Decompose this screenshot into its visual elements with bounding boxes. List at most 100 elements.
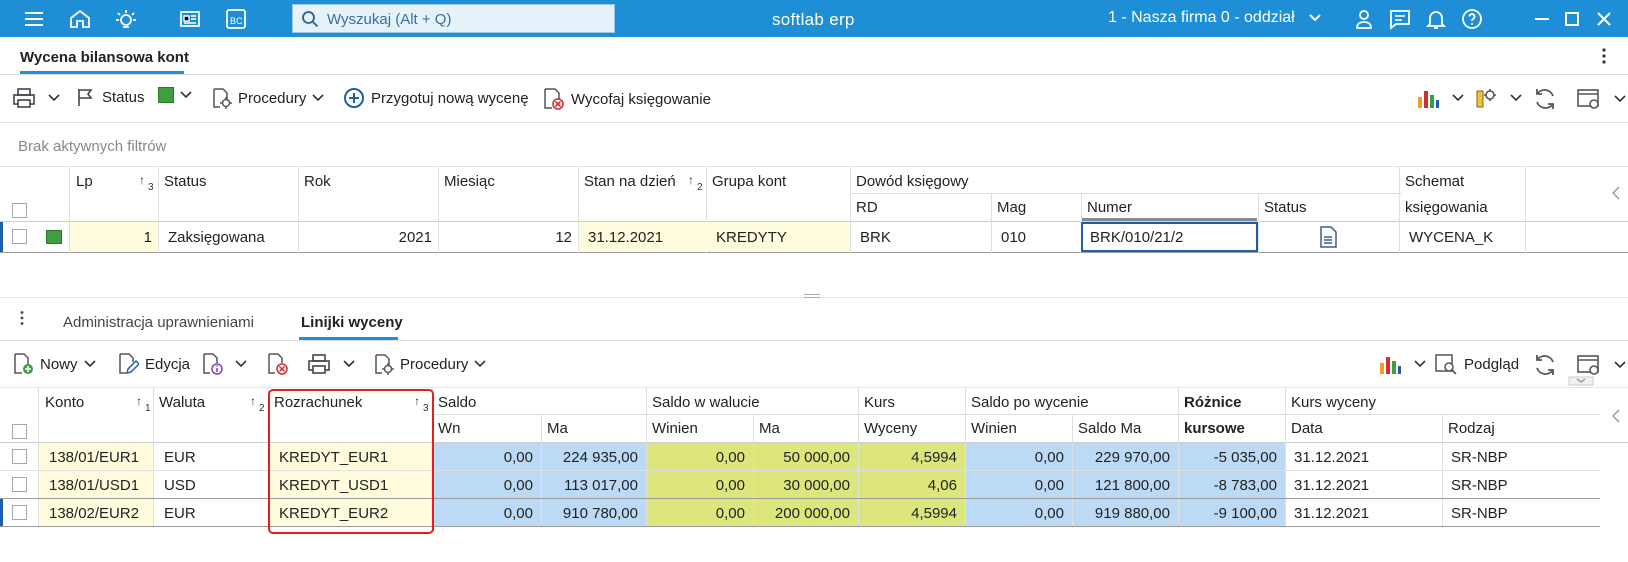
row-miesiac[interactable]: 12: [555, 229, 572, 246]
col-waluta[interactable]: Waluta: [159, 394, 206, 411]
cell-data[interactable]: 31.12.2021: [1286, 471, 1442, 498]
col-data[interactable]: Data: [1291, 420, 1323, 437]
more-options-icon[interactable]: [1600, 47, 1608, 65]
table-row[interactable]: 138/02/EUR2 EUR KREDYT_EUR2 0,00 910 780,00 0…: [0, 498, 1628, 527]
cell-kurs[interactable]: 4,5994: [859, 443, 965, 470]
refresh-button[interactable]: [1532, 87, 1564, 111]
maximize-icon[interactable]: [1560, 7, 1584, 31]
cell-saldo-wn[interactable]: 0,00: [433, 499, 541, 526]
cell-roznice[interactable]: -5 035,00: [1179, 443, 1285, 470]
col-saldo-ma-po[interactable]: Saldo Ma: [1078, 420, 1142, 437]
col-waluta-ma[interactable]: Ma: [759, 420, 780, 437]
col-saldo-w-walucie[interactable]: Saldo w walucie: [652, 394, 760, 411]
table-row[interactable]: 138/01/USD1 USD KREDYT_USD1 0,00 113 017,00 0…: [0, 471, 1628, 499]
row-checkbox[interactable]: [12, 477, 27, 492]
col-saldo-ma[interactable]: Ma: [547, 420, 568, 437]
col-saldo-wn[interactable]: Wn: [438, 420, 461, 437]
menu-icon[interactable]: [22, 7, 46, 31]
cell-rozrachunek[interactable]: KREDYT_EUR2: [269, 499, 432, 526]
cell-saldo-ma-po[interactable]: 229 970,00: [1073, 443, 1178, 470]
row-stan-na-dzien[interactable]: 31.12.2021: [588, 229, 664, 246]
col-mag[interactable]: Mag: [997, 199, 1027, 216]
delete-button[interactable]: [266, 353, 294, 375]
status-color-dropdown[interactable]: [158, 87, 198, 103]
col-rok[interactable]: Rok: [304, 173, 331, 190]
prepare-valuation-button[interactable]: Przygotuj nową wycenę: [343, 87, 529, 109]
splitter-handle[interactable]: [804, 294, 820, 298]
withdraw-posting-button[interactable]: Wycofaj księgowanie: [541, 87, 711, 111]
bell-icon[interactable]: [1424, 7, 1448, 31]
view-settings-button[interactable]: [1576, 87, 1628, 111]
cell-saldo-ma-po[interactable]: 121 800,00: [1073, 471, 1178, 498]
cell-data[interactable]: 31.12.2021: [1286, 443, 1442, 470]
row-mag[interactable]: 010: [1001, 229, 1027, 246]
col-status[interactable]: Status: [164, 173, 207, 190]
print-button[interactable]: [307, 353, 361, 375]
cell-waluta[interactable]: EUR: [154, 443, 268, 470]
cell-kurs[interactable]: 4,5994: [859, 499, 965, 526]
cell-po-winien[interactable]: 0,00: [966, 471, 1072, 498]
col-kurs-wyceny-group[interactable]: Kurs wyceny: [1291, 394, 1377, 411]
col-rozrachunek[interactable]: Rozrachunek: [274, 394, 363, 411]
chart-button[interactable]: [1416, 87, 1470, 109]
chat-icon[interactable]: [1388, 7, 1412, 31]
row-checkbox[interactable]: [12, 505, 27, 520]
cell-po-winien[interactable]: 0,00: [966, 443, 1072, 470]
cell-po-winien[interactable]: 0,00: [966, 499, 1072, 526]
row-checkbox[interactable]: [12, 449, 27, 464]
refresh-button[interactable]: [1532, 353, 1564, 377]
row-rd[interactable]: BRK: [860, 229, 891, 246]
collapse-left-icon[interactable]: [1611, 185, 1621, 201]
col-saldo[interactable]: Saldo: [438, 394, 477, 411]
status-button[interactable]: Status: [76, 87, 145, 107]
cell-konto[interactable]: 138/02/EUR2: [39, 499, 153, 526]
procedures-button[interactable]: Procedury: [210, 87, 330, 109]
search-input[interactable]: Wyszukaj (Alt + Q): [292, 4, 615, 33]
expand-toolbar-icon[interactable]: [1568, 376, 1594, 386]
cell-rozrachunek[interactable]: KREDYT_EUR1: [269, 443, 432, 470]
cell-saldo-wn[interactable]: 0,00: [433, 443, 541, 470]
col-grupa-kont[interactable]: Grupa kont: [712, 173, 787, 190]
chart-button[interactable]: [1378, 353, 1432, 375]
row-rok[interactable]: 2021: [398, 229, 432, 246]
print-button[interactable]: [12, 87, 66, 109]
cell-konto[interactable]: 138/01/EUR1: [39, 443, 153, 470]
close-icon[interactable]: [1592, 7, 1616, 31]
idea-icon[interactable]: [114, 7, 138, 31]
cell-saldo-ma[interactable]: 224 935,00: [542, 443, 646, 470]
cell-data[interactable]: 31.12.2021: [1286, 499, 1442, 526]
row-status[interactable]: Zaksięgowana: [168, 229, 265, 246]
row-checkbox[interactable]: [12, 229, 27, 244]
col-dowod-ksiegowy[interactable]: Dowód księgowy: [856, 173, 969, 190]
cell-waluta[interactable]: EUR: [154, 499, 268, 526]
cell-saldo-wn[interactable]: 0,00: [433, 471, 541, 498]
preview-button[interactable]: Podgląd: [1434, 353, 1519, 375]
procedures-button[interactable]: Procedury: [372, 353, 492, 375]
cell-rozrachunek[interactable]: KREDYT_USD1: [269, 471, 432, 498]
cell-konto[interactable]: 138/01/USD1: [39, 471, 153, 498]
col-rd[interactable]: RD: [856, 199, 878, 216]
cell-waluta-winien[interactable]: 0,00: [647, 499, 753, 526]
company-selector[interactable]: 1 - Nasza firma 0 - oddział: [1108, 9, 1295, 26]
collapse-left-icon[interactable]: [1611, 408, 1621, 424]
col-miesiac[interactable]: Miesiąc: [444, 173, 495, 190]
row-grupa-kont[interactable]: KREDYTY: [716, 229, 787, 246]
cell-roznice[interactable]: -9 100,00: [1179, 499, 1285, 526]
cell-saldo-ma-po[interactable]: 919 880,00: [1073, 499, 1178, 526]
select-all-checkbox[interactable]: [12, 203, 27, 218]
cell-rodzaj[interactable]: SR-NBP: [1443, 471, 1600, 498]
more-options-icon[interactable]: [18, 310, 26, 326]
col-schemat[interactable]: Schemat: [1405, 173, 1465, 190]
edit-button[interactable]: Edycja: [117, 353, 190, 375]
home-icon[interactable]: [68, 7, 92, 31]
cell-waluta-ma[interactable]: 30 000,00: [754, 471, 858, 498]
new-button[interactable]: Nowy: [12, 353, 102, 375]
col-kurs[interactable]: Kurs: [864, 394, 895, 411]
cell-waluta[interactable]: USD: [154, 471, 268, 498]
cell-rodzaj[interactable]: SR-NBP: [1443, 443, 1600, 470]
info-button[interactable]: [201, 353, 253, 375]
user-icon[interactable]: [1352, 7, 1376, 31]
minimize-icon[interactable]: [1530, 7, 1554, 31]
cell-saldo-ma[interactable]: 113 017,00: [542, 471, 646, 498]
col-numer[interactable]: Numer: [1087, 199, 1133, 216]
